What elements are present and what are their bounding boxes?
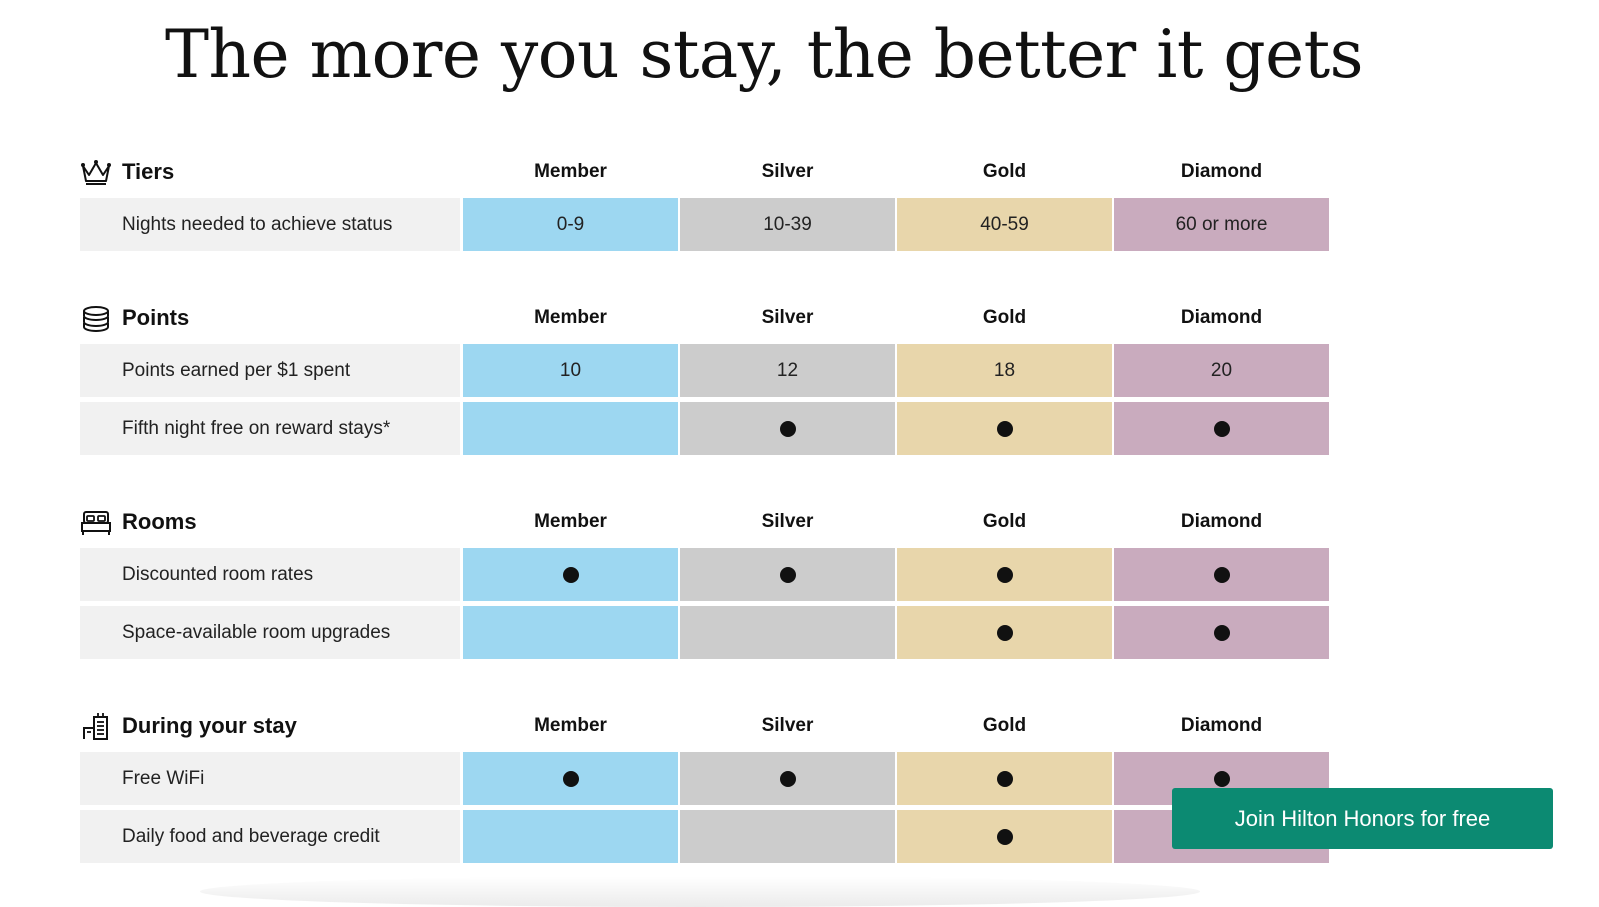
included-dot-icon: [1213, 566, 1230, 583]
cell-diamond: [1114, 606, 1329, 659]
col-header-gold: Gold: [982, 161, 1027, 182]
bed-icon: [81, 511, 111, 535]
col-header-member: Member: [534, 161, 607, 182]
included-dot-icon: [996, 828, 1013, 845]
included-dot-icon: [779, 566, 796, 583]
cell-gold: 18: [897, 344, 1112, 397]
cell-member: 0-9: [463, 198, 678, 251]
included-dot-icon: [996, 624, 1013, 641]
col-header-silver: Silver: [761, 307, 814, 328]
cell-member: 10: [463, 344, 678, 397]
section-title: Points: [80, 292, 189, 344]
cell-gold: 40-59: [897, 198, 1112, 251]
cell-gold: [897, 752, 1112, 805]
cell-diamond: [1114, 548, 1329, 601]
benefit-row: Nights needed to achieve status 0-9 10-3…: [80, 198, 1330, 251]
cell-diamond: 20: [1114, 344, 1329, 397]
section-rooms: Rooms Member Silver Gold Diamond Discoun…: [80, 496, 1330, 664]
crown-icon: [81, 160, 111, 185]
included-dot-icon: [996, 566, 1013, 583]
cell-silver: [680, 548, 895, 601]
benefit-row: Free WiFi: [80, 752, 1330, 805]
row-label: Fifth night free on reward stays*: [80, 402, 460, 455]
coins-icon: [83, 306, 109, 333]
col-header-silver: Silver: [761, 161, 814, 182]
cell-member: [463, 752, 678, 805]
included-dot-icon: [996, 770, 1013, 787]
col-header-member: Member: [534, 511, 607, 532]
row-label: Nights needed to achieve status: [80, 198, 460, 251]
col-header-gold: Gold: [982, 307, 1027, 328]
benefit-row: Space-available room upgrades: [80, 606, 1330, 659]
section-points: Points Member Silver Gold Diamond Points…: [80, 292, 1330, 460]
row-label: Free WiFi: [80, 752, 460, 805]
cell-gold: [897, 606, 1112, 659]
row-label: Discounted room rates: [80, 548, 460, 601]
cell-silver: [680, 606, 895, 659]
row-label: Daily food and beverage credit: [80, 810, 460, 863]
section-title: Rooms: [80, 496, 197, 548]
included-dot-icon: [1213, 420, 1230, 437]
benefit-row: Daily food and beverage credit: [80, 810, 1330, 863]
cell-diamond: 60 or more: [1114, 198, 1329, 251]
cell-member: [463, 606, 678, 659]
col-header-member: Member: [534, 307, 607, 328]
section-header: Rooms Member Silver Gold Diamond: [80, 496, 1330, 548]
join-hilton-honors-button[interactable]: Join Hilton Honors for free: [1172, 788, 1553, 849]
row-label: Points earned per $1 spent: [80, 344, 460, 397]
cell-member: [463, 810, 678, 863]
col-header-gold: Gold: [982, 715, 1027, 736]
included-dot-icon: [1213, 770, 1230, 787]
col-header-diamond: Diamond: [1180, 715, 1263, 736]
included-dot-icon: [779, 420, 796, 437]
included-dot-icon: [562, 566, 579, 583]
included-dot-icon: [562, 770, 579, 787]
footer-shadow: [200, 876, 1200, 907]
col-header-gold: Gold: [982, 511, 1027, 532]
cell-gold: [897, 810, 1112, 863]
cell-silver: [680, 810, 895, 863]
section-title: Tiers: [80, 146, 174, 198]
col-header-silver: Silver: [761, 511, 814, 532]
cell-gold: [897, 548, 1112, 601]
cell-silver: [680, 402, 895, 455]
section-during-your-stay: During your stay Member Silver Gold Diam…: [80, 700, 1330, 868]
cell-member: [463, 548, 678, 601]
cell-silver: [680, 752, 895, 805]
included-dot-icon: [996, 420, 1013, 437]
included-dot-icon: [1213, 624, 1230, 641]
col-header-silver: Silver: [761, 715, 814, 736]
section-tiers: Tiers Member Silver Gold Diamond Nights …: [80, 146, 1330, 256]
section-title: During your stay: [80, 700, 297, 752]
row-label: Space-available room upgrades: [80, 606, 460, 659]
page-title: The more you stay, the better it gets: [165, 16, 1364, 93]
cell-silver: 10-39: [680, 198, 895, 251]
col-header-diamond: Diamond: [1180, 161, 1263, 182]
col-header-diamond: Diamond: [1180, 511, 1263, 532]
col-header-diamond: Diamond: [1180, 307, 1263, 328]
benefit-row: Points earned per $1 spent 10 12 18 20: [80, 344, 1330, 397]
col-header-member: Member: [534, 715, 607, 736]
benefit-row: Fifth night free on reward stays*: [80, 402, 1330, 455]
section-header: Tiers Member Silver Gold Diamond: [80, 146, 1330, 198]
cell-diamond: [1114, 402, 1329, 455]
section-header: During your stay Member Silver Gold Diam…: [80, 700, 1330, 752]
benefit-row: Discounted room rates: [80, 548, 1330, 601]
included-dot-icon: [779, 770, 796, 787]
cell-gold: [897, 402, 1112, 455]
hotel-icon: [83, 713, 108, 740]
cell-member: [463, 402, 678, 455]
cell-silver: 12: [680, 344, 895, 397]
section-header: Points Member Silver Gold Diamond: [80, 292, 1330, 344]
